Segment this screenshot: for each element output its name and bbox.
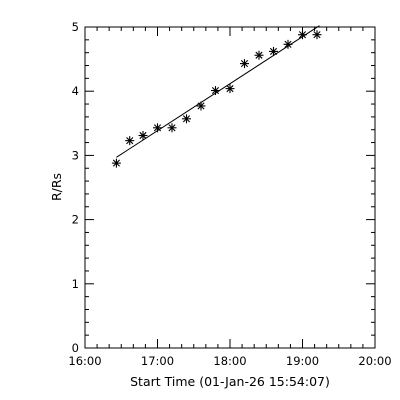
data-points bbox=[111, 30, 322, 168]
data-point bbox=[211, 86, 220, 96]
data-point bbox=[125, 136, 135, 146]
y-tick-label: 3 bbox=[72, 148, 79, 162]
data-point bbox=[138, 130, 148, 140]
data-point bbox=[269, 46, 278, 56]
y-tick-label: 5 bbox=[72, 20, 79, 34]
x-tick-label: 19:00 bbox=[286, 354, 319, 368]
data-point bbox=[225, 84, 235, 94]
y-tick-label: 2 bbox=[72, 213, 79, 227]
x-axis-title: Start Time (01-Jan-26 15:54:07) bbox=[130, 374, 330, 389]
data-point bbox=[240, 59, 249, 69]
data-point bbox=[254, 50, 264, 60]
y-tick-label: 1 bbox=[72, 277, 79, 291]
x-tick-label: 20:00 bbox=[358, 354, 391, 368]
plot-frame bbox=[84, 26, 376, 349]
x-axis: 16:00 17:00 18:00 19:00 20:00 bbox=[68, 27, 392, 368]
data-point bbox=[283, 39, 293, 49]
data-point bbox=[182, 114, 191, 124]
data-point bbox=[111, 158, 121, 168]
y-tick-label: 0 bbox=[72, 341, 79, 355]
data-point bbox=[298, 30, 307, 40]
y-axis-title: R/Rs bbox=[49, 173, 64, 201]
data-point bbox=[153, 123, 162, 133]
x-tick-label: 17:00 bbox=[141, 354, 174, 368]
fit-line bbox=[116, 25, 320, 158]
data-point bbox=[196, 101, 206, 111]
y-axis: 0 1 2 3 4 5 bbox=[72, 20, 375, 355]
y-tick-label: 4 bbox=[72, 84, 79, 98]
x-tick-label: 16:00 bbox=[68, 354, 101, 368]
data-point bbox=[312, 30, 322, 40]
x-tick-label: 18:00 bbox=[213, 354, 246, 368]
data-point bbox=[167, 123, 177, 133]
